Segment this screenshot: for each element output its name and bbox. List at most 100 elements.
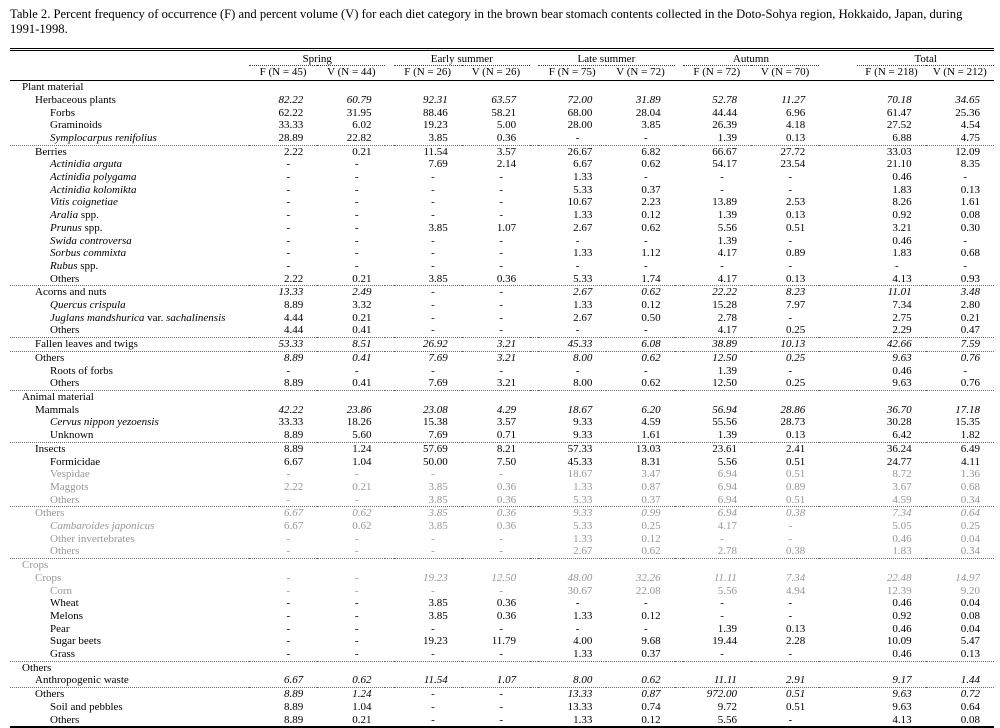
value-cell: - bbox=[575, 324, 580, 337]
column-spacer bbox=[675, 209, 683, 222]
row-label: Others bbox=[10, 687, 249, 701]
row-label-part: Herbaceous plants bbox=[35, 93, 116, 106]
value-cell: 2.49 bbox=[317, 285, 386, 300]
column-spacer bbox=[819, 585, 857, 598]
season-header: Late summer bbox=[538, 49, 675, 67]
row-label-part: Others bbox=[50, 493, 80, 506]
column-spacer bbox=[385, 545, 393, 558]
table-row: Aralia spp. - - - - 1.33 0.12 1.39 0.13 0.92 0.08 bbox=[10, 209, 994, 222]
column-spacer bbox=[674, 285, 683, 300]
row-label: Crops bbox=[10, 572, 249, 585]
value-cell: 1.39 bbox=[717, 131, 737, 144]
table-row: Sugar beets - - 19.23 11.79 4.00 9.68 19.44 2.28… bbox=[10, 635, 994, 648]
column-spacer bbox=[385, 597, 393, 610]
column-spacer bbox=[385, 171, 393, 184]
column-spacer bbox=[819, 107, 857, 120]
value-cell: 42.66 bbox=[857, 337, 926, 352]
column-spacer bbox=[675, 404, 683, 417]
value-cell bbox=[606, 81, 674, 94]
column-spacer bbox=[819, 674, 857, 687]
row-label-part: Others bbox=[35, 351, 65, 364]
value-cell: - bbox=[286, 468, 291, 481]
value-cell: 19.44 bbox=[712, 635, 737, 648]
value-cell: 0.41 bbox=[352, 324, 372, 337]
column-spacer bbox=[819, 337, 858, 352]
column-spacer bbox=[385, 350, 394, 365]
value-cell: 6.67 bbox=[573, 158, 593, 171]
value-cell: 6.67 bbox=[283, 520, 304, 533]
value-cell: - bbox=[788, 609, 793, 622]
value-cell: - bbox=[788, 183, 793, 196]
column-spacer bbox=[819, 324, 857, 337]
value-cell: 5.05 bbox=[892, 520, 912, 533]
value-cell: 5.56 bbox=[717, 584, 737, 597]
value-cell: 0.62 bbox=[352, 674, 372, 687]
value-cell: 9.63 bbox=[892, 377, 912, 390]
season-header: Autumn bbox=[682, 49, 820, 67]
column-spacer bbox=[674, 660, 683, 675]
value-cell: 0.12 bbox=[641, 299, 661, 312]
value-cell: 26.39 bbox=[712, 119, 737, 132]
value-cell: 3.85 bbox=[428, 221, 448, 234]
value-cell bbox=[926, 81, 994, 94]
value-cell: 2.67 bbox=[573, 545, 593, 558]
value-cell: 0.51 bbox=[785, 221, 806, 234]
value-cell: - bbox=[431, 584, 435, 597]
row-label: Maggots bbox=[10, 481, 249, 494]
column-spacer bbox=[385, 107, 393, 120]
column-spacer bbox=[819, 416, 857, 429]
value-cell: 15.35 bbox=[955, 416, 980, 429]
value-cell: 27.72 bbox=[750, 144, 820, 159]
value-cell: 12.09 bbox=[925, 144, 994, 159]
column-spacer bbox=[819, 506, 858, 521]
value-cell: 48.00 bbox=[567, 571, 593, 584]
row-label: Animal material bbox=[10, 389, 249, 404]
value-cell: 82.22 bbox=[278, 93, 304, 106]
value-cell: 5.60 bbox=[352, 429, 372, 442]
value-cell: 30.28 bbox=[886, 416, 912, 429]
value-cell: - bbox=[499, 183, 504, 196]
value-cell: - bbox=[286, 364, 291, 377]
column-spacer bbox=[530, 506, 539, 521]
value-cell bbox=[857, 558, 926, 572]
column-spacer bbox=[819, 184, 857, 197]
value-cell: - bbox=[354, 468, 359, 481]
row-label: Others bbox=[10, 377, 249, 390]
row-label-italic-part: Cervus nippon yezoensis bbox=[50, 416, 159, 429]
table-row: Roots of forbs - - - - - - 1.39 - 0.46 - bbox=[10, 365, 994, 378]
column-spacer bbox=[819, 365, 857, 378]
value-cell: - bbox=[431, 713, 435, 726]
value-cell: 1.33 bbox=[573, 299, 593, 312]
column-spacer bbox=[675, 623, 683, 636]
value-cell: - bbox=[788, 713, 793, 726]
value-cell: 0.76 bbox=[925, 350, 994, 365]
value-cell: 0.93 bbox=[960, 272, 980, 285]
value-cell: 3.21 bbox=[892, 221, 912, 234]
column-spacer bbox=[385, 558, 394, 572]
value-cell: 28.04 bbox=[635, 106, 661, 119]
value-cell: 0.08 bbox=[960, 209, 980, 222]
table-caption: Table 2. Percent frequency of occurrence… bbox=[10, 7, 963, 36]
value-cell: 4.17 bbox=[717, 324, 737, 337]
value-cell: - bbox=[354, 597, 359, 610]
value-cell: 0.62 bbox=[606, 350, 675, 365]
column-spacer bbox=[819, 610, 857, 623]
table-row: Prunus spp. - - 3.85 1.07 2.67 0.62 5.56 0.51 3.2… bbox=[10, 222, 994, 235]
row-label-italic-part: Vitis coignetiae bbox=[50, 196, 118, 209]
value-cell: 22.08 bbox=[635, 584, 661, 597]
value-cell bbox=[857, 660, 926, 675]
value-cell: 0.34 bbox=[960, 493, 980, 506]
value-cell: 58.21 bbox=[491, 106, 517, 119]
value-cell: - bbox=[286, 584, 291, 597]
column-spacer bbox=[385, 337, 394, 352]
value-cell bbox=[857, 81, 925, 94]
value-cell: 0.30 bbox=[960, 221, 980, 234]
value-cell: 0.99 bbox=[606, 506, 675, 521]
value-cell: 0.25 bbox=[785, 377, 806, 390]
value-cell: - bbox=[499, 311, 504, 324]
value-cell: - bbox=[354, 584, 359, 597]
value-cell: 8.89 bbox=[283, 299, 304, 312]
value-cell: 0.36 bbox=[496, 609, 517, 622]
value-cell bbox=[925, 389, 994, 404]
column-spacer bbox=[530, 107, 538, 120]
